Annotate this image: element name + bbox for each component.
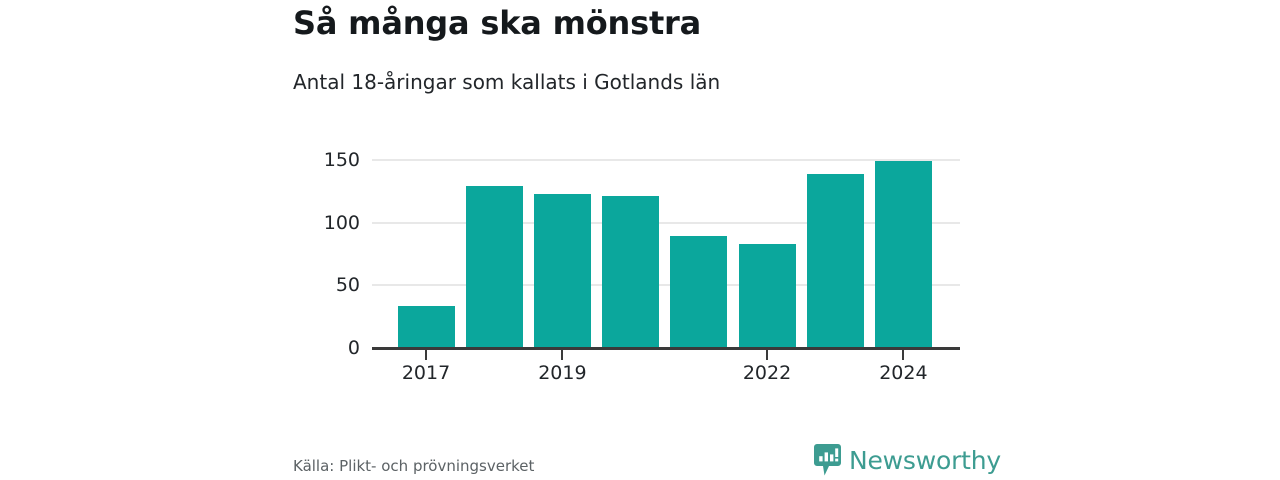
x-axis-tick-mark [766, 350, 768, 360]
y-axis-tick-label: 0 [347, 337, 360, 359]
bar-2024[interactable] [874, 161, 932, 349]
page-title: Så många ska mönstra [293, 4, 702, 42]
plot-area [372, 155, 960, 349]
source-note: Källa: Plikt- och prövningsverket [293, 457, 535, 475]
bar-2019[interactable] [533, 193, 591, 349]
gridline [372, 159, 960, 162]
bar-2020[interactable] [602, 196, 660, 349]
bar-chart-speech-bubble-icon [814, 444, 841, 476]
bar-2017[interactable] [397, 306, 455, 349]
y-axis-tick-label: 100 [323, 211, 360, 234]
brand-name: Newsworthy [849, 445, 1002, 475]
gridline [372, 284, 960, 287]
newsworthy-logo[interactable]: Newsworthy [814, 444, 1001, 476]
y-axis-tick-label: 150 [323, 149, 360, 172]
x-axis-line [372, 347, 960, 350]
x-axis-tick-mark [561, 350, 564, 360]
gridline [372, 221, 960, 224]
chart-subtitle: Antal 18-åringar som kallats i Gotlands … [293, 70, 721, 94]
bar-2018[interactable] [465, 186, 523, 349]
bar-2021[interactable] [670, 236, 728, 349]
x-axis-tick-label: 2019 [538, 362, 587, 384]
bar-2022[interactable] [738, 243, 796, 349]
x-axis-tick-label: 2017 [401, 362, 451, 384]
bars-group [372, 155, 960, 349]
bar-2023[interactable] [806, 173, 864, 349]
x-axis-tick-label: 2024 [879, 362, 928, 384]
gridlines-group [372, 155, 960, 349]
x-axis-tick-mark [425, 350, 427, 360]
x-axis-tick-mark [902, 350, 905, 360]
x-axis-tick-label: 2022 [742, 362, 792, 384]
y-axis-tick-label: 50 [335, 274, 360, 297]
